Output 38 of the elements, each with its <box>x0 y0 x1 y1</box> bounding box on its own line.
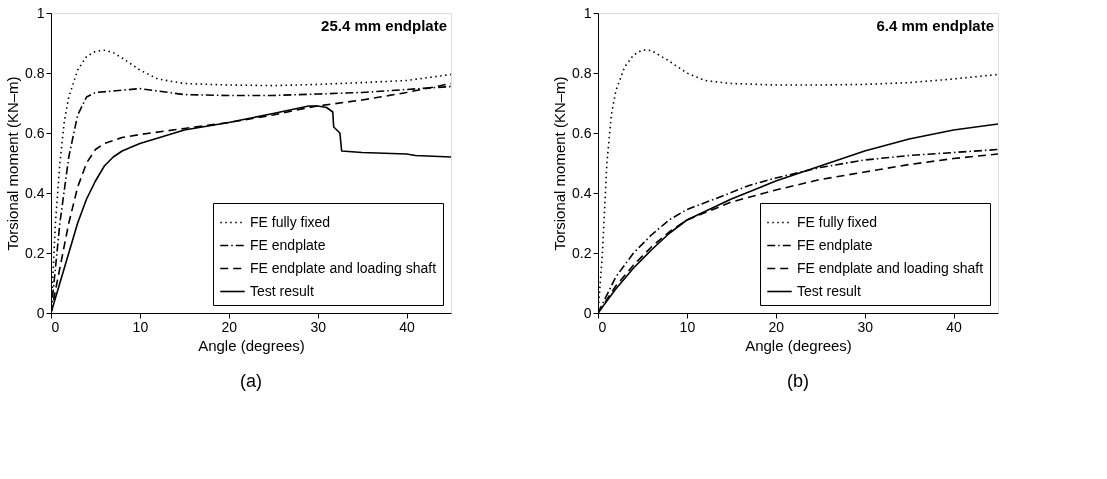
y-tick-label: 0.8 <box>25 64 45 81</box>
y-tick-label: 0.6 <box>25 124 45 141</box>
x-axis-title: Angle (degrees) <box>198 336 305 354</box>
legend-label: FE endplate and loading shaft <box>250 259 437 276</box>
legend-label: FE fully fixed <box>250 213 331 230</box>
annotation: 25.4 mm endplate <box>321 17 447 34</box>
x-tick-label: 10 <box>679 318 696 335</box>
y-tick-label: 1 <box>583 4 592 21</box>
annotation: 6.4 mm endplate <box>876 17 994 34</box>
x-tick-label: 20 <box>221 318 238 335</box>
y-tick-label: 0.2 <box>572 244 592 261</box>
x-tick-label: 30 <box>310 318 327 335</box>
y-tick-label: 0.4 <box>25 184 45 201</box>
x-tick-label: 0 <box>51 318 60 335</box>
text: (b) <box>787 371 809 391</box>
x-tick-label: 30 <box>857 318 874 335</box>
y-tick-label: 0.4 <box>572 184 592 201</box>
legend-label: FE endplate <box>797 236 873 253</box>
x-tick-label: 20 <box>768 318 785 335</box>
legend-label: Test result <box>797 282 861 299</box>
y-tick-label: 1 <box>36 4 45 21</box>
x-tick-label: 40 <box>399 318 416 335</box>
y-tick-label: 0.8 <box>572 64 592 81</box>
x-tick-label: 0 <box>598 318 607 335</box>
legend-label: FE endplate <box>250 236 326 253</box>
x-tick-label: 40 <box>946 318 963 335</box>
y-axis-title: Torsional moment (KN–m) <box>551 76 569 251</box>
legend-label: FE endplate and loading shaft <box>797 259 984 276</box>
legend-label: FE fully fixed <box>797 213 878 230</box>
x-tick-label: 10 <box>132 318 149 335</box>
y-tick-label: 0.2 <box>25 244 45 261</box>
text: (a) <box>240 371 262 391</box>
x-axis-title: Angle (degrees) <box>745 336 852 354</box>
y-axis-title: Torsional moment (KN–m) <box>4 76 22 251</box>
legend-label: Test result <box>250 282 314 299</box>
y-tick-label: 0 <box>36 304 45 321</box>
y-tick-label: 0.6 <box>572 124 592 141</box>
y-tick-label: 0 <box>583 304 592 321</box>
